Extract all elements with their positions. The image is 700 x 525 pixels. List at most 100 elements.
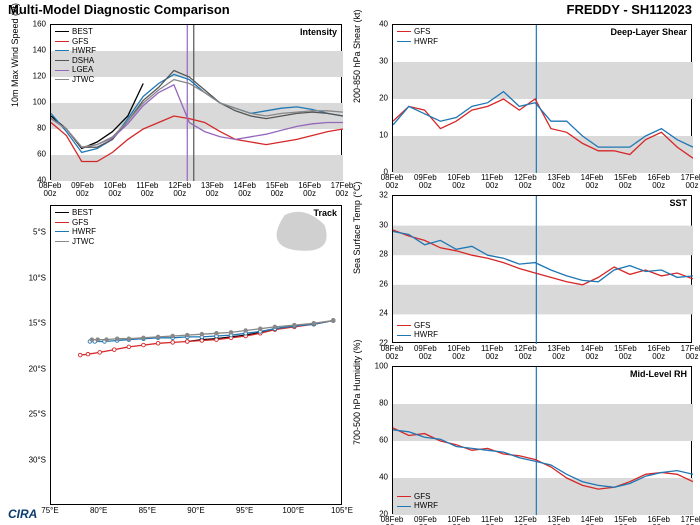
track-legend: BESTGFSHWRFJTWC [55,208,96,246]
rh-ytick: 40 [368,473,388,482]
rh-ytick: 60 [368,436,388,445]
sst-xtick: 12Feb00z [508,345,542,361]
legend-item-best: BEST [72,208,93,218]
sst-ytick: 26 [368,279,388,288]
sst-title: SST [669,198,687,208]
legend-item-gfs: GFS [414,321,430,331]
track-xtick: 90°E [187,507,204,515]
legend-item-gfs: GFS [414,27,430,37]
intensity-xtick: 16Feb00z [293,182,327,198]
intensity-xtick: 11Feb00z [130,182,164,198]
track-xtick: 85°E [139,507,156,515]
rh-ytick: 80 [368,399,388,408]
legend-item-gfs: GFS [72,218,88,228]
shear-xtick: 16Feb00z [642,174,676,190]
shear-xtick: 11Feb00z [475,174,509,190]
shear-xtick: 12Feb00z [508,174,542,190]
intensity-ytick: 140 [26,46,46,55]
figure-title-left: Multi-Model Diagnostic Comparison [8,2,230,17]
sst-xtick: 15Feb00z [608,345,642,361]
sst-xtick: 17Feb00z [675,345,700,361]
figure-header: Multi-Model Diagnostic Comparison FREDDY… [0,2,700,22]
rh-xtick: 13Feb00z [542,516,576,525]
shear-ylabel: 200-850 hPa Shear (kt) [352,93,362,103]
rh-xtick: 11Feb00z [475,516,509,525]
track-xtick: 80°E [90,507,107,515]
intensity-xtick: 14Feb00z [228,182,262,198]
sst-ytick: 32 [368,191,388,200]
rh-ylabel: 700-500 hPa Humidity (%) [352,435,362,445]
shear-xtick: 08Feb00z [375,174,409,190]
legend-item-hwrf: HWRF [72,227,96,237]
sst-xtick: 14Feb00z [575,345,609,361]
legend-item-hwrf: HWRF [72,46,96,56]
legend-item-dsha: DSHA [72,56,94,66]
intensity-ytick: 120 [26,72,46,81]
intensity-xtick: 13Feb00z [195,182,229,198]
rh-xtick: 15Feb00z [608,516,642,525]
intensity-ylabel: 10m Max Wind Speed (kt) [10,97,20,107]
legend-item-hwrf: HWRF [414,37,438,47]
track-xtick: 75°E [41,507,58,515]
shear-xtick: 15Feb00z [608,174,642,190]
track-xtick: 105°E [331,507,353,515]
intensity-xtick: 10Feb00z [98,182,132,198]
intensity-ytick: 60 [26,150,46,159]
shear-xtick: 13Feb00z [542,174,576,190]
shear-ytick: 30 [368,57,388,66]
shear-xtick: 09Feb00z [408,174,442,190]
legend-item-lgea: LGEA [72,65,93,75]
cira-logo: CIRA [8,507,37,521]
sst-ytick: 28 [368,250,388,259]
rh-xtick: 10Feb00z [442,516,476,525]
sst-ytick: 24 [368,309,388,318]
intensity-ytick: 80 [26,124,46,133]
shear-ytick: 40 [368,20,388,29]
rh-xtick: 12Feb00z [508,516,542,525]
diagnostic-comparison-figure: Multi-Model Diagnostic Comparison FREDDY… [0,0,700,525]
legend-item-jtwc: JTWC [72,75,94,85]
shear-ytick: 20 [368,94,388,103]
shear-title: Deep-Layer Shear [610,27,687,37]
intensity-xtick: 08Feb00z [33,182,67,198]
sst-xtick: 09Feb00z [408,345,442,361]
track-xtick: 95°E [236,507,253,515]
rh-xtick: 09Feb00z [408,516,442,525]
track-panel: TrackBESTGFSHWRFJTWC [50,205,342,505]
sst-xtick: 16Feb00z [642,345,676,361]
sst-xtick: 08Feb00z [375,345,409,361]
track-ytick: 10°S [20,273,46,282]
legend-item-jtwc: JTWC [72,237,94,247]
legend-item-hwrf: HWRF [414,501,438,511]
rh-xtick: 16Feb00z [642,516,676,525]
shear-xtick: 17Feb00z [675,174,700,190]
sst-xtick: 13Feb00z [542,345,576,361]
legend-item-best: BEST [72,27,93,37]
intensity-xtick: 09Feb00z [65,182,99,198]
intensity-legend: BESTGFSHWRFDSHALGEAJTWC [55,27,96,85]
rh-legend: GFSHWRF [397,492,438,511]
intensity-panel: Intensity BESTGFSHWRFDSHALGEAJTWC [50,24,342,180]
sst-legend: GFSHWRF [397,321,438,340]
track-ytick: 5°S [20,228,46,237]
intensity-xtick: 15Feb00z [260,182,294,198]
shear-panel: Deep-Layer Shear GFSHWRF [392,24,692,172]
rh-panel: Mid-Level RH GFSHWRF [392,366,692,514]
shear-xtick: 10Feb00z [442,174,476,190]
shear-xtick: 14Feb00z [575,174,609,190]
legend-item-gfs: GFS [414,492,430,502]
rh-ytick: 100 [368,362,388,371]
sst-panel: SST GFSHWRF [392,195,692,343]
track-ytick: 30°S [20,455,46,464]
track-ytick: 20°S [20,364,46,373]
intensity-title: Intensity [300,27,337,37]
legend-item-gfs: GFS [72,37,88,47]
rh-title: Mid-Level RH [630,369,687,379]
rh-xtick: 17Feb00z [675,516,700,525]
intensity-ytick: 160 [26,20,46,29]
legend-item-hwrf: HWRF [414,330,438,340]
intensity-xtick: 12Feb00z [163,182,197,198]
shear-legend: GFSHWRF [397,27,438,46]
track-ytick: 15°S [20,319,46,328]
sst-xtick: 11Feb00z [475,345,509,361]
